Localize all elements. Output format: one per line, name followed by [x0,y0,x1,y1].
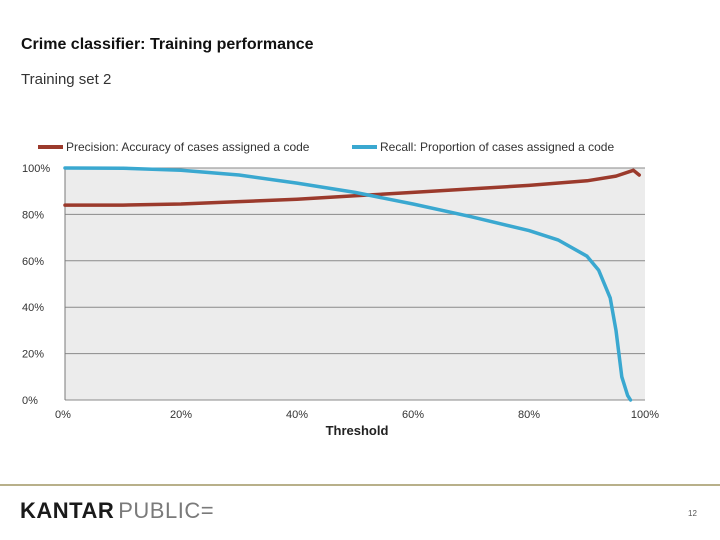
x-tick-label: 40% [286,409,308,421]
slide-subtitle: Training set 2 [21,71,112,88]
y-tick-label: 100% [22,163,50,175]
plot-area [65,168,645,400]
legend-label-recall: Recall: Proportion of cases assigned a c… [380,140,614,154]
legend-label-precision: Precision: Accuracy of cases assigned a … [66,140,310,154]
x-axis-label: Threshold [326,423,389,438]
slide-title: Crime classifier: Training performance [21,36,314,53]
y-tick-label: 80% [22,209,44,221]
y-tick-label: 40% [22,302,44,314]
logo-word-public: PUBLIC= [118,498,215,523]
x-tick-label: 60% [402,409,424,421]
y-tick-label: 20% [22,349,44,361]
kantar-public-logo: KANTAR PUBLIC= [20,498,214,524]
x-tick-label: 100% [631,409,659,421]
page-number: 12 [688,509,697,518]
logo-word-kantar: KANTAR [20,498,115,523]
y-tick-label: 60% [22,256,44,268]
x-tick-label: 20% [170,409,192,421]
recall-series-line [63,166,633,402]
x-tick-label: 80% [518,409,540,421]
footer-rule [0,484,720,486]
precision-recall-chart: 0% 20% 40% 60% 80% 100% 0% 20% 40% 60% 80% 100% Pre… [22,140,659,438]
precision-series-line [63,168,641,207]
x-tick-label: 0% [55,409,71,421]
y-tick-label: 0% [22,395,38,407]
